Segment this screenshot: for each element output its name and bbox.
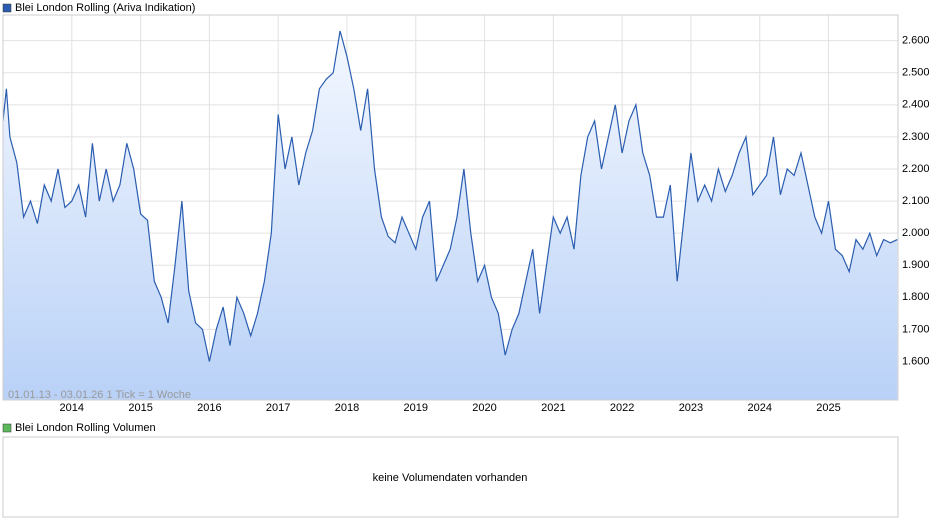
- y-tick-label: 2.600: [902, 35, 930, 47]
- x-tick-label: 2025: [816, 402, 840, 414]
- volume-legend-swatch: [2, 423, 12, 433]
- area: [3, 31, 898, 400]
- x-tick-label: 2020: [472, 402, 496, 414]
- line: [2, 30, 898, 362]
- y-tick-label: 2.400: [902, 99, 930, 111]
- y-tick-label: 2.100: [902, 195, 930, 207]
- y-tick-label: 2.300: [902, 131, 930, 143]
- y-tick-label: 1.800: [902, 291, 930, 303]
- x-tick-label: 2022: [610, 402, 634, 414]
- plot-frame: [2, 14, 899, 401]
- x-tick-label: 2019: [404, 402, 428, 414]
- y-tick-label: 2.200: [902, 163, 930, 175]
- y-tick-label: 1.900: [902, 259, 930, 271]
- chart-title: Blei London Rolling (Ariva Indikation): [15, 2, 195, 14]
- volume-title: Blei London Rolling Volumen: [15, 422, 156, 434]
- y-tick-label: 1.600: [902, 355, 930, 367]
- y-tick-label: 1.700: [902, 323, 930, 335]
- x-tick-label: 2023: [679, 402, 703, 414]
- x-tick-label: 2015: [128, 402, 152, 414]
- x-tick-label: 2018: [335, 402, 359, 414]
- annotation: 01.01.13 - 03.01.26 1 Tick = 1 Woche: [8, 389, 191, 401]
- x-tick-label: 2024: [747, 402, 771, 414]
- x-tick-label: 2021: [541, 402, 565, 414]
- legend-swatch: [2, 3, 12, 13]
- x-tick-label: 2017: [266, 402, 290, 414]
- x-tick-label: 2014: [60, 402, 84, 414]
- x-tick-label: 2016: [197, 402, 221, 414]
- y-tick-label: 2.500: [902, 67, 930, 79]
- volume-frame: [2, 436, 899, 518]
- volume-note: keine Volumendaten vorhanden: [373, 472, 528, 484]
- y-tick-label: 2.000: [902, 227, 930, 239]
